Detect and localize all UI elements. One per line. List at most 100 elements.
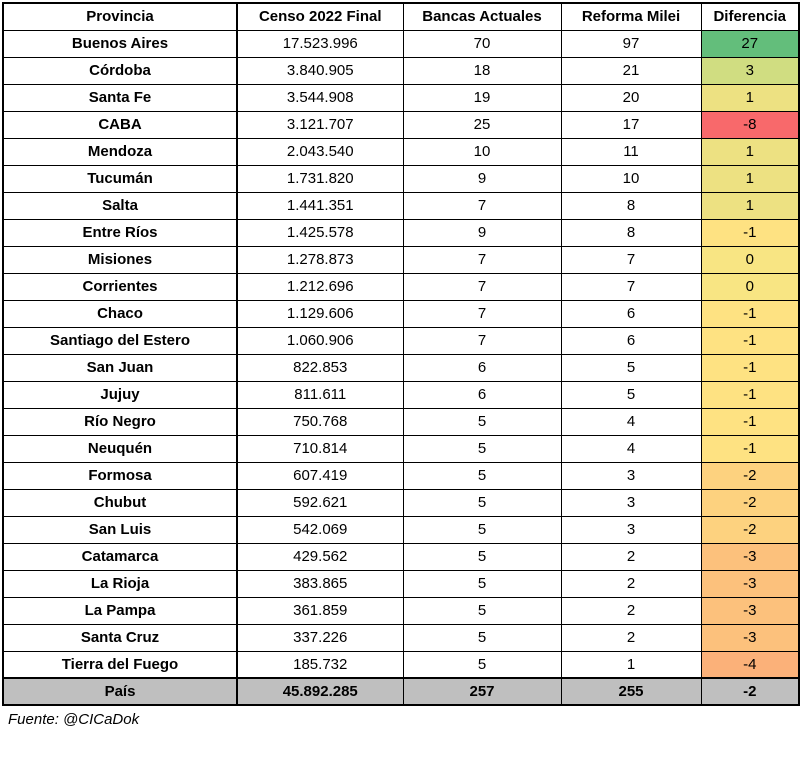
reforma-value: 2 <box>560 623 702 652</box>
totals-label: País <box>2 677 238 706</box>
bancas-value: 5 <box>402 569 562 598</box>
column-header-4: Diferencia <box>700 2 800 31</box>
totals-censo-value: 45.892.285 <box>236 677 404 706</box>
diferencia-value: -1 <box>700 407 800 436</box>
reforma-value: 10 <box>560 164 702 193</box>
bancas-value: 5 <box>402 407 562 436</box>
table-row: Misiones 1.278.873 7 7 0 <box>2 245 800 274</box>
table-row: Chaco 1.129.606 7 6 -1 <box>2 299 800 328</box>
censo-value: 3.121.707 <box>236 110 404 139</box>
table-row: Tierra del Fuego 185.732 5 1 -4 <box>2 650 800 679</box>
diferencia-value: 1 <box>700 191 800 220</box>
reforma-value: 3 <box>560 461 702 490</box>
table-row: Neuquén 710.814 5 4 -1 <box>2 434 800 463</box>
bancas-value: 18 <box>402 56 562 85</box>
bancas-value: 5 <box>402 488 562 517</box>
table-row: Santa Fe 3.544.908 19 20 1 <box>2 83 800 112</box>
reforma-value: 1 <box>560 650 702 679</box>
censo-value: 429.562 <box>236 542 404 571</box>
table-row: Salta 1.441.351 7 8 1 <box>2 191 800 220</box>
province-name: Río Negro <box>2 407 238 436</box>
table-row: Corrientes 1.212.696 7 7 0 <box>2 272 800 301</box>
column-header-0: Provincia <box>2 2 238 31</box>
bancas-value: 9 <box>402 218 562 247</box>
censo-value: 592.621 <box>236 488 404 517</box>
reforma-value: 7 <box>560 272 702 301</box>
diferencia-value: -2 <box>700 488 800 517</box>
reforma-value: 11 <box>560 137 702 166</box>
bancas-value: 19 <box>402 83 562 112</box>
reforma-value: 4 <box>560 434 702 463</box>
bancas-value: 7 <box>402 299 562 328</box>
bancas-value: 5 <box>402 650 562 679</box>
reforma-value: 6 <box>560 326 702 355</box>
reforma-value: 5 <box>560 380 702 409</box>
diferencia-value: 0 <box>700 272 800 301</box>
totals-bancas-value: 257 <box>402 677 562 706</box>
bancas-value: 5 <box>402 596 562 625</box>
reforma-value: 21 <box>560 56 702 85</box>
reforma-value: 2 <box>560 569 702 598</box>
province-name: La Rioja <box>2 569 238 598</box>
diferencia-value: -8 <box>700 110 800 139</box>
censo-value: 383.865 <box>236 569 404 598</box>
table-row: Córdoba 3.840.905 18 21 3 <box>2 56 800 85</box>
reforma-value: 97 <box>560 29 702 58</box>
table-row: Formosa 607.419 5 3 -2 <box>2 461 800 490</box>
diferencia-value: -4 <box>700 650 800 679</box>
province-name: Mendoza <box>2 137 238 166</box>
diferencia-value: -3 <box>700 569 800 598</box>
province-name: Salta <box>2 191 238 220</box>
province-name: Entre Ríos <box>2 218 238 247</box>
province-name: Catamarca <box>2 542 238 571</box>
censo-value: 1.425.578 <box>236 218 404 247</box>
province-name: Tucumán <box>2 164 238 193</box>
diferencia-value: -1 <box>700 434 800 463</box>
bancas-value: 5 <box>402 434 562 463</box>
censo-value: 1.212.696 <box>236 272 404 301</box>
table-body: Buenos Aires 17.523.996 70 97 27 Córdoba 3.840… <box>2 29 800 679</box>
totals-row: País 45.892.285 257 255 -2 <box>2 677 800 706</box>
table-row: Chubut 592.621 5 3 -2 <box>2 488 800 517</box>
province-name: San Luis <box>2 515 238 544</box>
reforma-value: 3 <box>560 515 702 544</box>
reforma-value: 7 <box>560 245 702 274</box>
censo-value: 2.043.540 <box>236 137 404 166</box>
bancas-value: 6 <box>402 353 562 382</box>
column-header-1: Censo 2022 Final <box>236 2 404 31</box>
bancas-value: 9 <box>402 164 562 193</box>
province-name: Formosa <box>2 461 238 490</box>
censo-value: 710.814 <box>236 434 404 463</box>
provinces-table: Provincia Censo 2022 Final Bancas Actuales… <box>2 2 800 706</box>
table-row: Jujuy 811.611 6 5 -1 <box>2 380 800 409</box>
censo-value: 811.611 <box>236 380 404 409</box>
reforma-value: 8 <box>560 218 702 247</box>
bancas-value: 5 <box>402 542 562 571</box>
reforma-value: 4 <box>560 407 702 436</box>
reforma-value: 8 <box>560 191 702 220</box>
bancas-value: 7 <box>402 191 562 220</box>
diferencia-value: 1 <box>700 137 800 166</box>
diferencia-value: 1 <box>700 164 800 193</box>
censo-value: 1.129.606 <box>236 299 404 328</box>
diferencia-value: 27 <box>700 29 800 58</box>
province-name: Neuquén <box>2 434 238 463</box>
diferencia-value: -1 <box>700 353 800 382</box>
province-name: Corrientes <box>2 272 238 301</box>
censo-value: 1.441.351 <box>236 191 404 220</box>
censo-value: 3.544.908 <box>236 83 404 112</box>
censo-value: 337.226 <box>236 623 404 652</box>
diferencia-value: -2 <box>700 515 800 544</box>
province-name: Jujuy <box>2 380 238 409</box>
censo-value: 1.060.906 <box>236 326 404 355</box>
table-row: La Pampa 361.859 5 2 -3 <box>2 596 800 625</box>
reforma-value: 3 <box>560 488 702 517</box>
censo-value: 17.523.996 <box>236 29 404 58</box>
bancas-value: 5 <box>402 461 562 490</box>
diferencia-value: -1 <box>700 326 800 355</box>
bancas-value: 6 <box>402 380 562 409</box>
table-row: Santiago del Estero 1.060.906 7 6 -1 <box>2 326 800 355</box>
censo-value: 607.419 <box>236 461 404 490</box>
censo-value: 3.840.905 <box>236 56 404 85</box>
totals-diferencia-value: -2 <box>700 677 800 706</box>
